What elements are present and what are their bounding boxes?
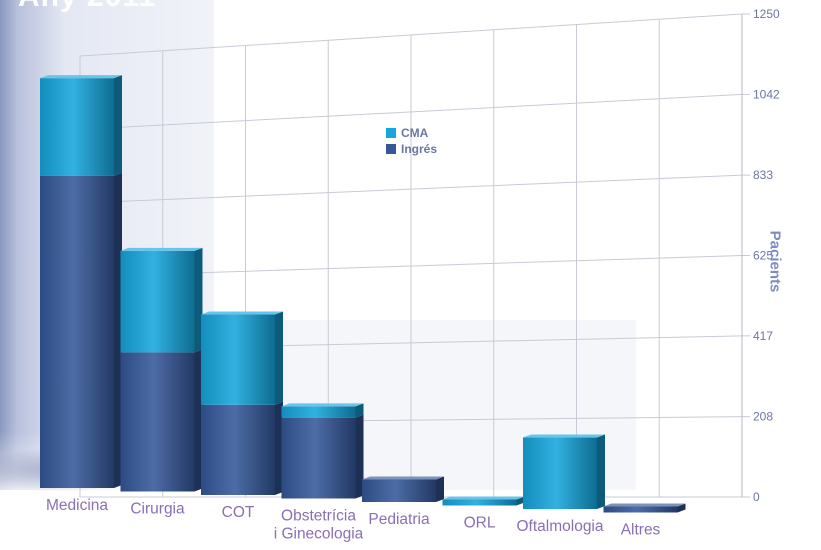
y-tick-label: 417 — [753, 329, 773, 343]
legend-swatch — [386, 128, 396, 138]
y-tick-label: 1042 — [753, 87, 780, 101]
bar-top — [40, 75, 122, 79]
bar-cma-side — [597, 434, 605, 509]
bar-ingres — [40, 175, 114, 489]
bar-cma-side — [275, 311, 283, 405]
bar-cma — [120, 250, 195, 353]
legend-label: CMA — [401, 126, 429, 140]
legend-label: Ingrés — [401, 142, 437, 156]
y-tick-label: 625 — [753, 249, 773, 263]
bar-ingres — [281, 417, 356, 499]
bar-top — [362, 476, 444, 480]
bar-top — [603, 503, 686, 507]
y-tick-label: 0 — [753, 490, 760, 504]
y-tick-label: 1250 — [753, 7, 780, 21]
bar-ingres-side — [194, 349, 203, 492]
bar-top — [281, 403, 364, 407]
bar-cma — [201, 314, 275, 405]
y-tick-label: 208 — [753, 410, 773, 424]
bar-cma-side — [194, 247, 203, 353]
chart-title: Any 2011 — [18, 0, 156, 14]
category-label: Oftalmologia — [516, 518, 603, 535]
bar-ingres — [362, 479, 436, 502]
bar-cma — [442, 499, 517, 506]
bar-ingres — [120, 352, 195, 492]
bar-ingres — [603, 506, 678, 513]
y-axis-label: Pacients — [766, 230, 784, 293]
bar-ingres-side — [436, 476, 444, 502]
category-label: Pediatria — [368, 511, 430, 528]
category-label: Cirurgia — [130, 501, 185, 518]
bar-cma — [40, 78, 114, 176]
bar-top — [523, 434, 605, 438]
bar-ingres-side — [355, 414, 364, 499]
bar-ingres-side — [275, 401, 283, 495]
category-label: Obstetrícia i Ginecologia — [274, 508, 364, 543]
bar-top — [201, 311, 283, 315]
bar-top — [442, 496, 525, 500]
legend-swatch — [386, 144, 396, 154]
category-label: COT — [222, 504, 255, 521]
bar-top — [120, 247, 203, 251]
bar-ingres — [201, 404, 275, 495]
category-label: Medicina — [46, 497, 108, 514]
bar-cma-side — [355, 403, 364, 418]
category-label: Altres — [621, 522, 661, 539]
bar-cma — [523, 437, 597, 509]
bar-cma-side — [114, 75, 122, 176]
category-label: ORL — [464, 515, 496, 532]
bar-cma — [281, 406, 356, 418]
bar-ingres-side — [114, 172, 122, 489]
y-tick-label: 833 — [753, 168, 773, 182]
